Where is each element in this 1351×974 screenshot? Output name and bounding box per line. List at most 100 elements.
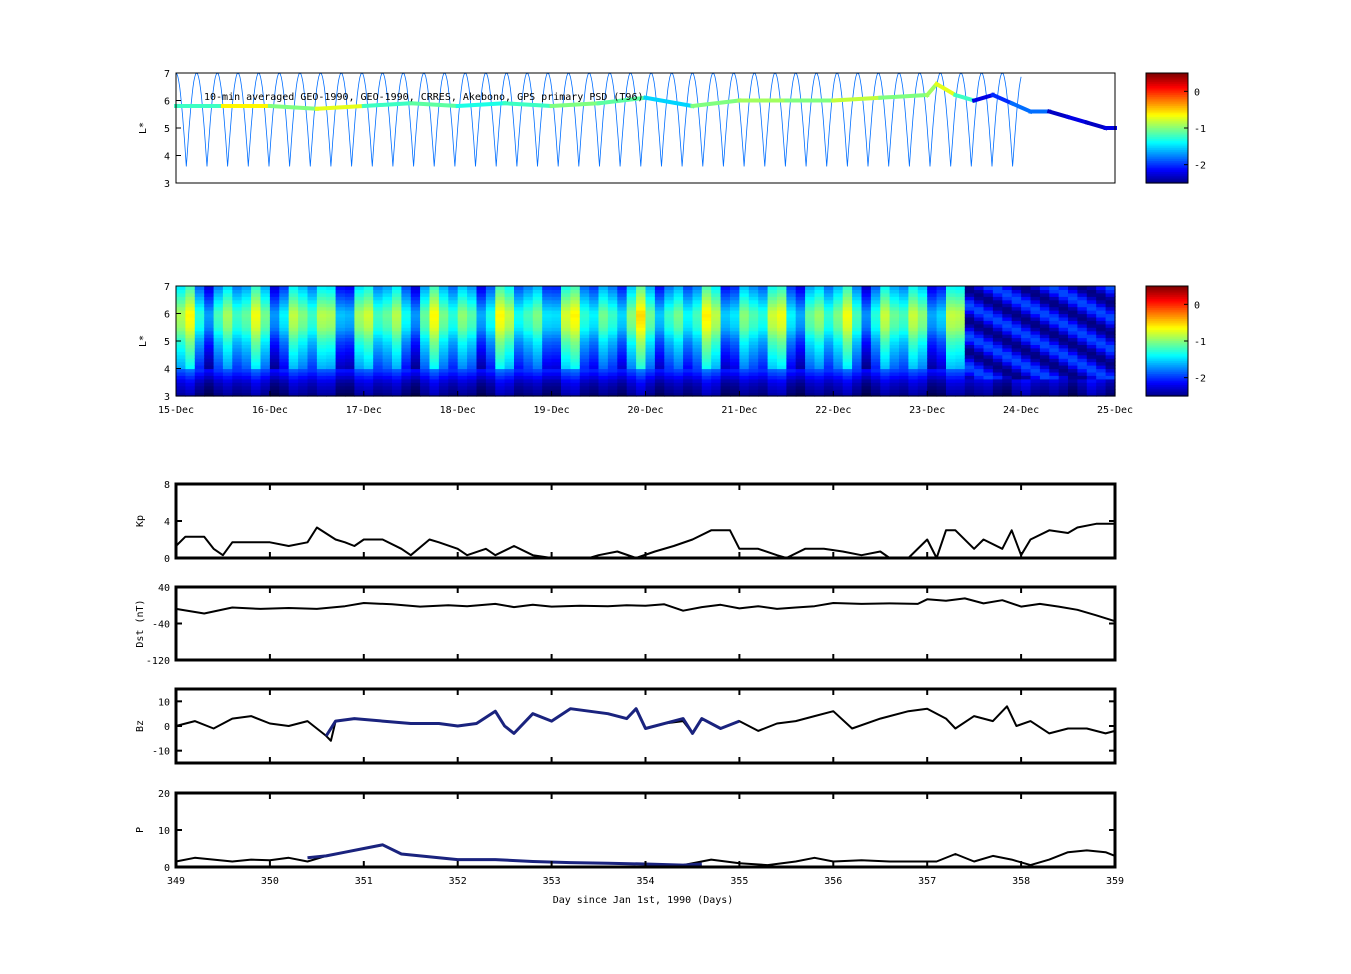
- psd-model-cell: [438, 382, 449, 387]
- psd-model-cell: [1002, 385, 1013, 390]
- psd-model-cell: [495, 382, 506, 387]
- psd-model-cell: [514, 289, 524, 294]
- psd-model-cell: [298, 368, 309, 373]
- psd-model-cell: [917, 299, 928, 304]
- psd-model-cell: [570, 347, 581, 352]
- psd-model-cell: [363, 316, 374, 321]
- psd-model-cell: [936, 292, 947, 297]
- psd-model-cell: [345, 361, 355, 366]
- psd-model-cell: [269, 385, 280, 390]
- psd-model-cell: [269, 330, 280, 335]
- psd-model-cell: [1058, 344, 1069, 349]
- psd-model-cell: [748, 358, 759, 363]
- psd-model-cell: [288, 313, 299, 318]
- psd-model-cell: [626, 286, 637, 290]
- psd-model-cell: [392, 347, 402, 352]
- psd-model-cell: [382, 334, 393, 339]
- colorbar-cell: [1146, 352, 1188, 355]
- psd-model-cell: [598, 316, 609, 321]
- colorbar-cell: [1146, 74, 1188, 78]
- psd-model-cell: [561, 303, 571, 308]
- psd-model-cell: [457, 316, 468, 321]
- psd-model-cell: [401, 389, 412, 394]
- psd-model-cell: [523, 365, 534, 370]
- psd-model-cell: [786, 375, 797, 380]
- colorbar-cell: [1146, 342, 1188, 346]
- psd-model-cell: [692, 365, 703, 370]
- psd-model-cell: [251, 292, 262, 297]
- psd-model-cell: [739, 303, 750, 308]
- psd-model-cell: [1068, 371, 1078, 376]
- psd-model-cell: [194, 375, 205, 380]
- psd-model-cell: [448, 347, 459, 352]
- psd-model-cell: [607, 330, 618, 335]
- psd-model-cell: [617, 375, 628, 380]
- psd-model-cell: [241, 292, 252, 297]
- psd-model-cell: [927, 323, 938, 328]
- psd-model-cell: [739, 344, 750, 349]
- psd-model-cell: [1021, 365, 1032, 370]
- psd-model-cell: [758, 303, 769, 308]
- psd-model-cell: [382, 344, 393, 349]
- psd-model-cell: [617, 292, 628, 297]
- psd-model-cell: [204, 286, 215, 290]
- psd-model-cell: [561, 310, 571, 315]
- psd-model-cell: [316, 320, 327, 325]
- psd-model-cell: [232, 306, 243, 311]
- psd-model-cell: [880, 316, 891, 321]
- psd-model-cell: [598, 327, 609, 332]
- psd-model-cell: [194, 365, 205, 370]
- psd-model-cell: [983, 344, 994, 349]
- psd-model-cell: [1105, 365, 1116, 370]
- psd-model-cell: [1039, 392, 1050, 397]
- psd-model-cell: [420, 327, 431, 332]
- psd-model-cell: [213, 361, 224, 366]
- psd-model-cell: [288, 341, 299, 345]
- psd-model-cell: [992, 292, 1003, 297]
- psd-model-cell: [823, 341, 834, 345]
- psd-model-cell: [964, 347, 975, 352]
- psd-model-cell: [964, 371, 975, 376]
- psd-model-cell: [476, 365, 487, 370]
- psd-model-cell: [213, 375, 224, 380]
- psd-model-cell: [589, 334, 600, 339]
- psd-model-cell: [504, 368, 515, 373]
- psd-model-cell: [551, 323, 562, 328]
- psd-model-cell: [955, 382, 966, 387]
- psd-model-cell: [570, 316, 581, 321]
- psd-model-cell: [392, 351, 402, 356]
- psd-model-cell: [579, 365, 590, 370]
- psd-model-cell: [870, 323, 881, 328]
- psd-model-cell: [654, 365, 665, 370]
- psd-model-cell: [1077, 371, 1088, 376]
- psd-model-cell: [269, 310, 280, 315]
- psd-model-cell: [514, 296, 524, 301]
- psd-model-cell: [842, 330, 853, 335]
- psd-model-cell: [1096, 382, 1107, 387]
- psd-model-cell: [373, 334, 384, 339]
- psd-model-cell: [457, 361, 468, 366]
- psd-model-cell: [1002, 296, 1013, 301]
- psd-model-cell: [420, 334, 431, 339]
- psd-model-cell: [363, 365, 374, 370]
- psd-model-cell: [814, 303, 825, 308]
- psd-model-cell: [992, 286, 1003, 290]
- ylabel: Dst (nT): [135, 599, 146, 647]
- psd-model-cell: [298, 313, 309, 318]
- psd-model-cell: [457, 330, 468, 335]
- psd-model-cell: [992, 392, 1003, 397]
- psd-model-cell: [777, 323, 787, 328]
- psd-model-cell: [964, 316, 975, 321]
- psd-model-cell: [626, 361, 637, 366]
- psd-model-cell: [448, 337, 459, 342]
- psd-model-cell: [194, 337, 205, 342]
- psd-model-cell: [992, 303, 1003, 308]
- psd-model-cell: [748, 299, 759, 304]
- psd-model-cell: [607, 344, 618, 349]
- psd-model-cell: [345, 286, 355, 290]
- psd-model-cell: [758, 392, 769, 397]
- psd-model-cell: [523, 323, 534, 328]
- psd-model-cell: [964, 296, 975, 301]
- psd-model-cell: [842, 320, 853, 325]
- psd-model-cell: [777, 389, 787, 394]
